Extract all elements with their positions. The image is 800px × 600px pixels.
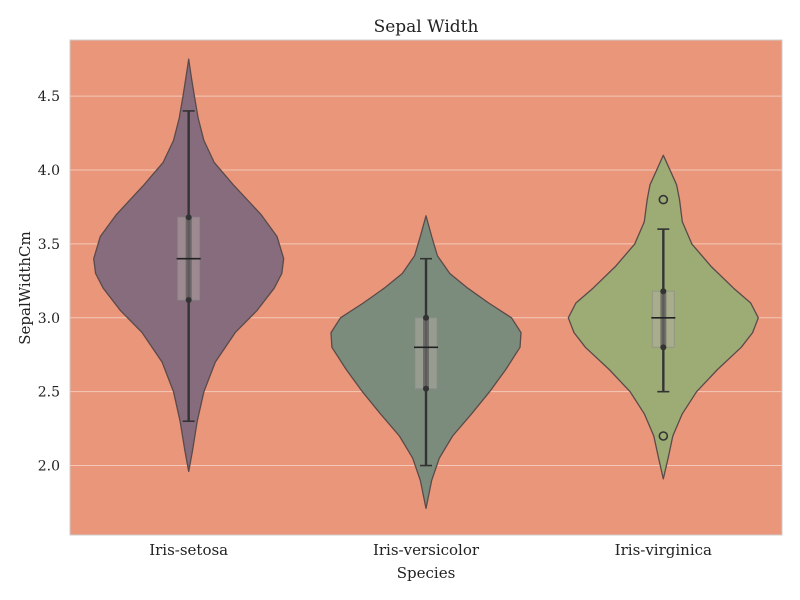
x-tick-label: Iris-virginica	[615, 541, 712, 559]
quartile-dot	[185, 214, 192, 221]
outlier-point	[658, 431, 669, 441]
violin-group	[567, 154, 759, 480]
x-axis: Iris-setosa Iris-versicolor Iris-virginica	[149, 541, 712, 559]
quartile-dot	[660, 288, 667, 295]
outlier-point	[658, 194, 669, 205]
y-tick-label: 2.0	[38, 459, 60, 475]
y-tick-label: 4.0	[38, 163, 60, 179]
quartile-dot	[423, 385, 429, 392]
x-tick-label: Iris-setosa	[149, 541, 228, 559]
y-axis: 2.0 2.5 3.0 3.5 4.0 4.5	[38, 89, 60, 474]
violin-group	[330, 215, 522, 510]
x-tick-label: Iris-versicolor	[373, 541, 480, 559]
violin-group	[93, 58, 285, 473]
y-axis-label: SepalWidthCm	[16, 231, 34, 344]
quartile-dot	[185, 297, 192, 304]
y-tick-label: 3.5	[38, 237, 60, 253]
quartile-dot	[423, 314, 429, 321]
quartile-dot	[660, 344, 667, 351]
x-axis-label: Species	[397, 564, 456, 582]
y-tick-label: 4.5	[38, 89, 60, 105]
y-tick-label: 3.0	[38, 311, 60, 327]
chart-title: Sepal Width	[374, 17, 479, 37]
violins	[93, 58, 759, 510]
y-tick-label: 2.5	[38, 385, 60, 401]
